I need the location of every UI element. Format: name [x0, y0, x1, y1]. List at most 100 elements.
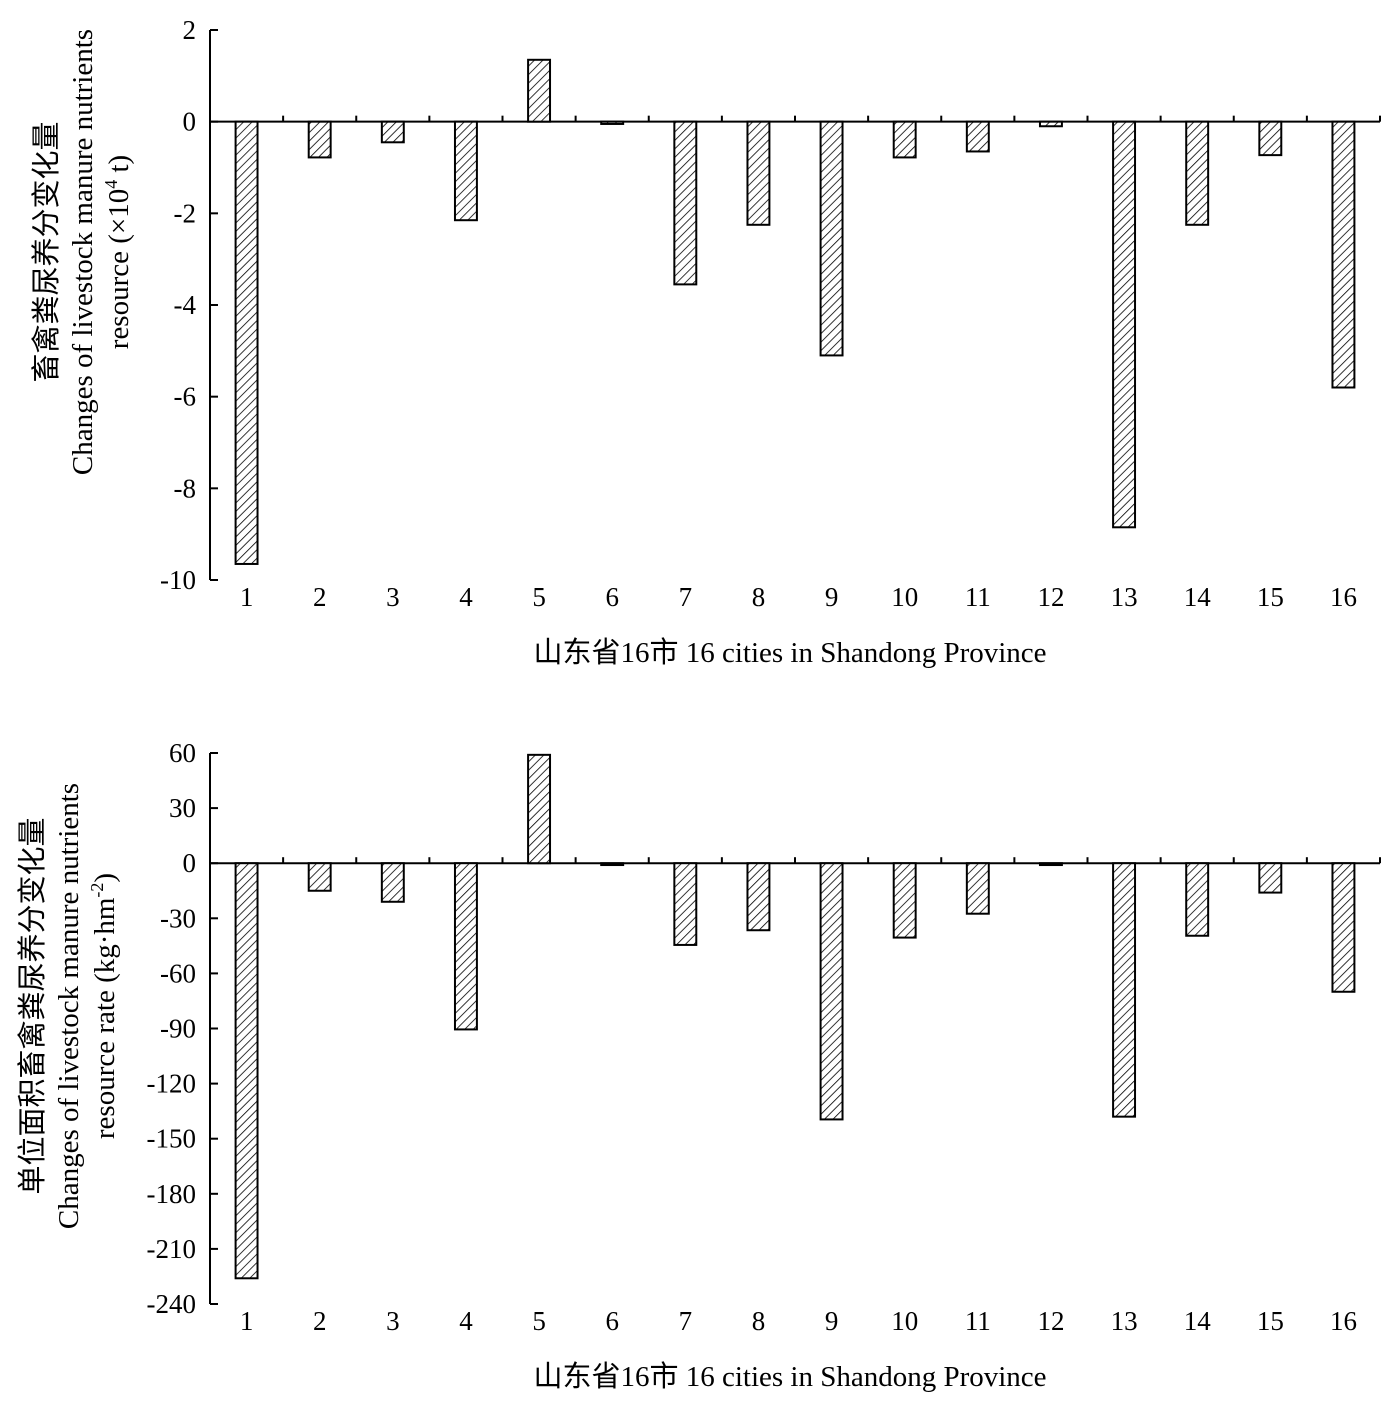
- x-tick-label: 4: [459, 1306, 473, 1336]
- y-tick-label: 2: [183, 15, 197, 45]
- y-axis-title-line-1: 单位面积畜禽粪尿养分变化量: [16, 817, 49, 1194]
- bar-11: [965, 862, 990, 915]
- bar-10: [892, 862, 917, 939]
- bar-13: [1112, 862, 1137, 1118]
- x-axis-title: 山东省16市 16 cities in Shandong Province: [533, 636, 1046, 669]
- y-tick-label: -4: [174, 290, 197, 320]
- bar-10: [892, 120, 917, 159]
- bar-9: [819, 862, 844, 1121]
- bar-1: [234, 862, 259, 1280]
- bar-14: [1185, 120, 1210, 226]
- y-axis-title-line-3: resource (×104 t): [101, 155, 135, 349]
- bar-7: [673, 862, 698, 946]
- x-tick-label: 12: [1037, 1306, 1064, 1336]
- x-tick-label: 15: [1257, 1306, 1284, 1336]
- bar-3: [380, 862, 405, 903]
- x-tick-label: 13: [1111, 582, 1138, 612]
- bar-16: [1331, 120, 1356, 389]
- y-tick-label: 0: [183, 107, 197, 137]
- y-tick-label: -180: [147, 1179, 197, 1209]
- y-tick-label: -240: [147, 1289, 197, 1319]
- x-axis-title: 山东省16市 16 cities in Shandong Province: [533, 1360, 1046, 1393]
- x-tick-label: 8: [752, 582, 766, 612]
- y-axis-title-line-3: resource rate (kg·hm-2): [87, 873, 121, 1139]
- y-axis-title-line-1: 畜禽粪尿养分变化量: [30, 121, 63, 382]
- y-tick-label: 60: [169, 738, 196, 768]
- x-tick-label: 11: [965, 582, 991, 612]
- bar-5: [527, 58, 552, 123]
- y-tick-label: -10: [160, 565, 196, 595]
- y-tick-label: 30: [169, 793, 196, 823]
- y-axis-title: 畜禽粪尿养分变化量 Changes of livestock manure nu…: [30, 29, 135, 475]
- y-axis-unit-suffix: t): [103, 155, 135, 180]
- bar-13: [1112, 120, 1137, 529]
- y-tick-label: -150: [147, 1124, 197, 1154]
- y-axis-unit-superscript: -2: [87, 883, 107, 898]
- x-tick-label: 6: [605, 582, 619, 612]
- y-tick-label: -30: [160, 903, 196, 933]
- y-tick-label: -120: [147, 1069, 197, 1099]
- x-tick-label: 16: [1330, 1306, 1357, 1336]
- y-axis-unit-prefix: resource rate (kg·hm: [89, 897, 121, 1139]
- y-tick-label: -90: [160, 1014, 196, 1044]
- x-tick-label: 9: [825, 1306, 839, 1336]
- x-tick-label: 8: [752, 1306, 766, 1336]
- y-axis-title-line-2: Changes of livestock manure nutrients: [53, 783, 85, 1229]
- bar-15: [1258, 862, 1283, 894]
- x-tick-label: 7: [679, 582, 693, 612]
- bar-12: [1038, 120, 1063, 128]
- x-tick-label: 2: [313, 1306, 327, 1336]
- x-tick-label: 11: [965, 1306, 991, 1336]
- x-tick-label: 3: [386, 582, 400, 612]
- y-tick-label: -2: [174, 198, 197, 228]
- x-tick-label: 5: [532, 1306, 546, 1336]
- x-tick-label: 13: [1111, 1306, 1138, 1336]
- y-tick-label: 0: [183, 848, 197, 878]
- x-tick-label: 1: [240, 1306, 254, 1336]
- x-tick-label: 9: [825, 582, 839, 612]
- bar-9: [819, 120, 844, 357]
- y-axis-unit-suffix: ): [89, 873, 121, 883]
- bar-2: [307, 862, 332, 892]
- y-tick-label: -8: [174, 473, 197, 503]
- y-axis-unit-superscript: 4: [101, 180, 121, 189]
- x-tick-label: 10: [891, 582, 918, 612]
- x-tick-label: 3: [386, 1306, 400, 1336]
- x-tick-label: 4: [459, 582, 473, 612]
- x-tick-label: 2: [313, 582, 327, 612]
- bar-4: [453, 120, 478, 222]
- x-tick-label: 6: [605, 1306, 619, 1336]
- x-tick-label: 10: [891, 1306, 918, 1336]
- x-tick-label: 14: [1184, 1306, 1212, 1336]
- bar-8: [746, 120, 771, 226]
- bar-4: [453, 862, 478, 1031]
- bar-16: [1331, 862, 1356, 993]
- bar-6: [600, 862, 625, 867]
- bar-15: [1258, 120, 1283, 157]
- y-axis-unit-prefix: resource (×10: [103, 189, 135, 349]
- y-tick-label: -210: [147, 1234, 197, 1264]
- x-tick-label: 14: [1184, 582, 1212, 612]
- bar-11: [965, 120, 990, 153]
- x-tick-label: 1: [240, 582, 254, 612]
- chart-manure-nutrient-rate-change: 单位面积畜禽粪尿养分变化量 Changes of livestock manur…: [16, 738, 1381, 1393]
- x-tick-label: 12: [1037, 582, 1064, 612]
- bar-5: [527, 753, 552, 865]
- x-tick-label: 5: [532, 582, 546, 612]
- bar-12: [1038, 862, 1063, 867]
- bar-8: [746, 862, 771, 932]
- y-axis-title-line-2: Changes of livestock manure nutrients: [67, 29, 99, 475]
- y-tick-label: -6: [174, 382, 197, 412]
- bar-6: [600, 120, 625, 125]
- y-axis-title: 单位面积畜禽粪尿养分变化量 Changes of livestock manur…: [16, 783, 121, 1229]
- bar-2: [307, 120, 332, 159]
- x-tick-label: 15: [1257, 582, 1284, 612]
- bar-7: [673, 120, 698, 286]
- chart-manure-nutrient-change: 畜禽粪尿养分变化量 Changes of livestock manure nu…: [30, 15, 1381, 669]
- bar-1: [234, 120, 259, 565]
- y-tick-label: -60: [160, 958, 196, 988]
- x-tick-label: 7: [679, 1306, 693, 1336]
- bar-14: [1185, 862, 1210, 937]
- x-tick-label: 16: [1330, 582, 1357, 612]
